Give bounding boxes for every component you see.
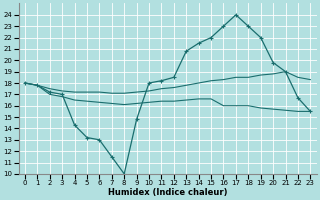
X-axis label: Humidex (Indice chaleur): Humidex (Indice chaleur)	[108, 188, 228, 197]
